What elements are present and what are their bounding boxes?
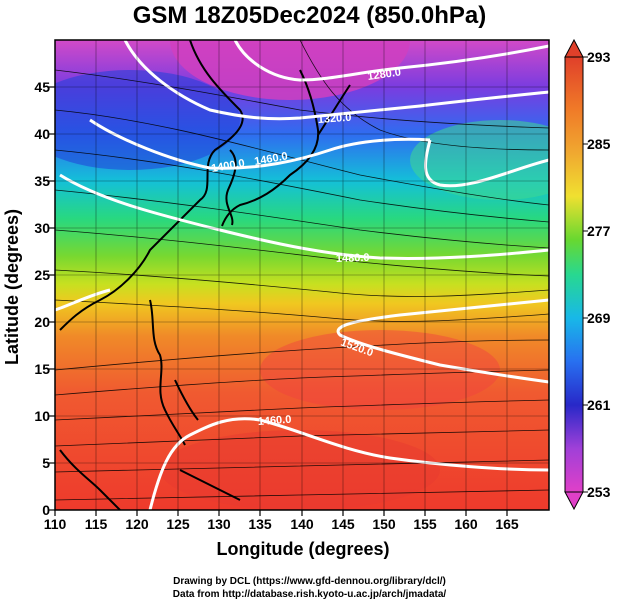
x-tick-label: 150: [372, 516, 396, 532]
credit-data: Data from http://database.rish.kyoto-u.a…: [172, 589, 447, 600]
axis-ticks: [49, 86, 508, 516]
y-tick-label: 30: [34, 220, 50, 236]
y-tick-label: 35: [34, 173, 50, 189]
height-contours: [55, 40, 549, 510]
graticule: [55, 40, 549, 510]
y-tick-label: 20: [34, 314, 50, 330]
y-tick-label: 0: [42, 502, 50, 518]
y-tick-label: 10: [34, 408, 50, 424]
credit-drawing: Drawing by DCL (https://www.gfd-dennou.o…: [173, 576, 446, 587]
y-axis-label: Latitude (degrees): [2, 208, 22, 366]
contour-label: 1460.0: [253, 150, 288, 168]
x-tick-label: 160: [454, 516, 478, 532]
contour-label: 1460.0: [257, 414, 291, 428]
contour-label: 1280.0: [367, 66, 402, 83]
x-axis-label: Longitude (degrees): [216, 539, 390, 559]
coastlines: [59, 40, 351, 510]
streamlines: [55, 40, 549, 501]
y-tick-label: 25: [34, 267, 50, 283]
y-tick-label: 45: [34, 79, 50, 95]
x-tick-label: 120: [125, 516, 149, 532]
x-tick-label: 140: [290, 516, 314, 532]
map-title: GSM 18Z05Dec2024 (850.0hPa): [132, 2, 487, 29]
colorbar-tick-label: 277: [587, 223, 611, 239]
colorbar-tick-label: 285: [587, 136, 611, 152]
contour-label: 1400.0: [210, 157, 245, 175]
colorbar-tick-label: 253: [587, 484, 611, 500]
x-tick-label: 130: [207, 516, 231, 532]
x-tick-label: 135: [248, 516, 272, 532]
x-tick-label: 125: [166, 516, 190, 532]
colorbar: [564, 38, 588, 511]
x-tick-label: 145: [331, 516, 355, 532]
y-tick-label: 40: [34, 126, 50, 142]
y-tick-label: 15: [34, 361, 50, 377]
colorbar-tick-label: 293: [587, 49, 611, 65]
contour-label: 1480.0: [336, 252, 370, 265]
x-tick-label: 110: [43, 516, 67, 532]
x-tick-label: 115: [84, 516, 108, 532]
colorbar-tick-label: 269: [587, 310, 611, 326]
x-tick-label: 165: [495, 516, 519, 532]
colorbar-tick-label: 261: [587, 397, 611, 413]
y-tick-label: 5: [42, 455, 50, 471]
contour-label: 1320.0: [317, 112, 351, 126]
x-tick-label: 155: [413, 516, 437, 532]
